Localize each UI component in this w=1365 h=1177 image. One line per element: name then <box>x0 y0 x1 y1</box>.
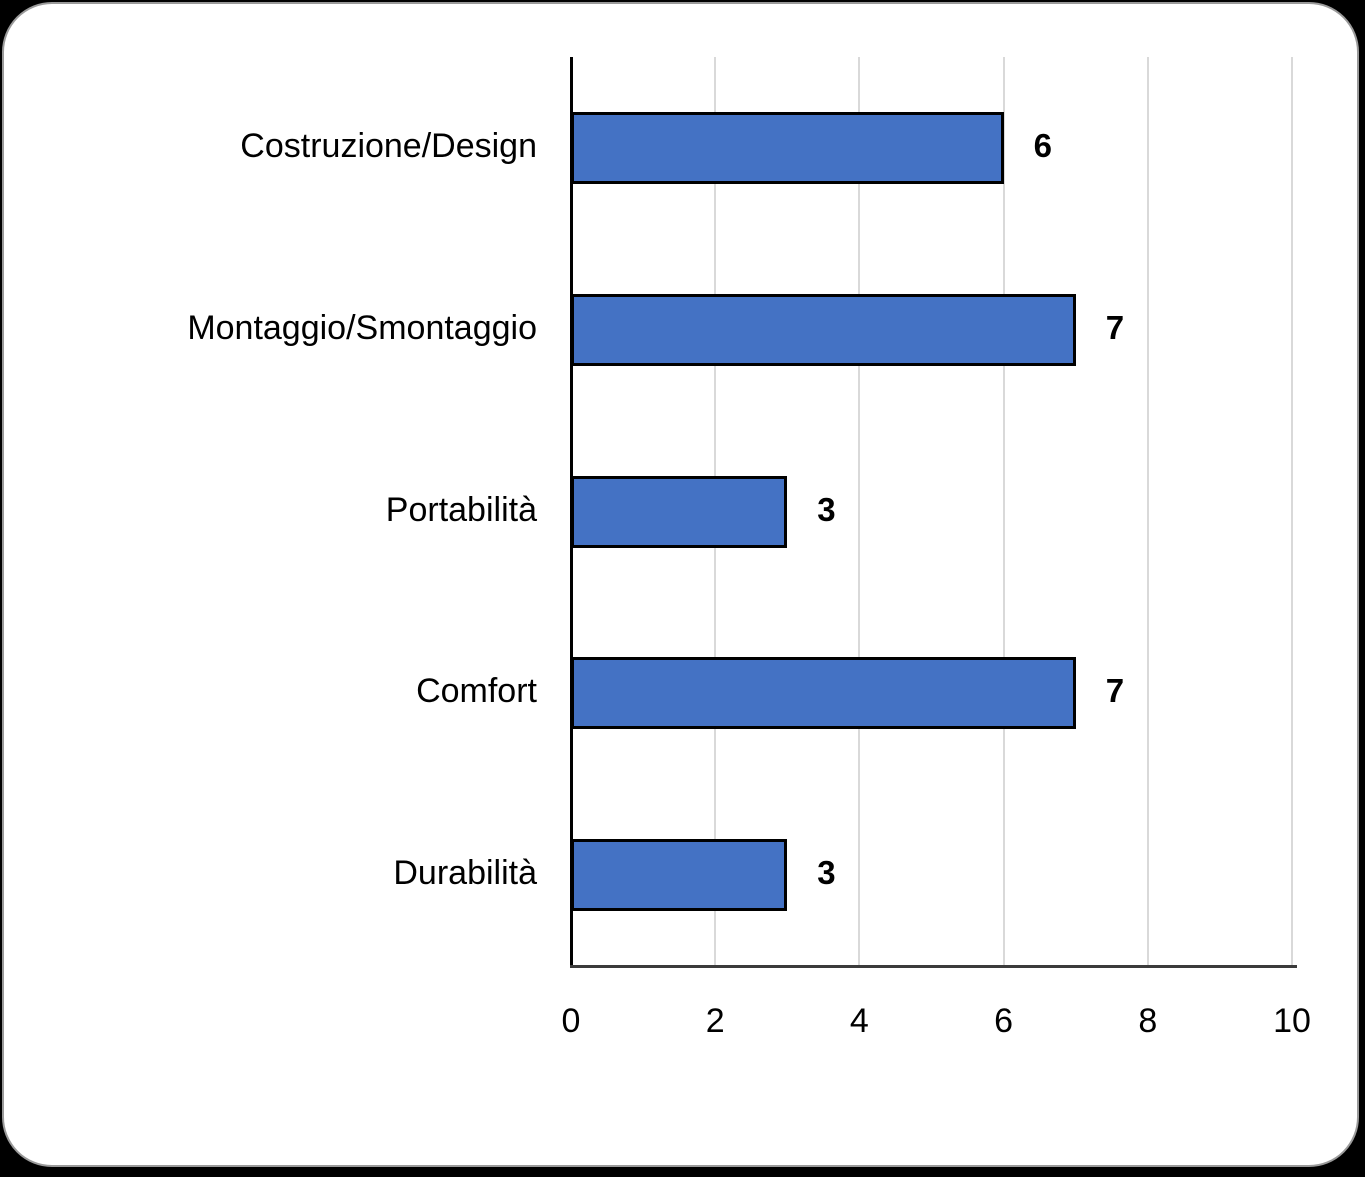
x-tick-label-6: 6 <box>994 1002 1014 1040</box>
gridline-x-6 <box>1002 57 1005 966</box>
data-label: 7 <box>1105 672 1125 710</box>
data-label: 7 <box>1105 308 1125 346</box>
bar-comfort <box>571 657 1076 730</box>
bar-costruzione-design <box>571 111 1004 184</box>
gridline-x-8 <box>1146 57 1149 966</box>
plot-area <box>570 57 1297 968</box>
x-tick-label-2: 2 <box>705 1002 725 1040</box>
category-label: Durabilità <box>393 854 537 893</box>
bar-montaggio-smontaggio <box>571 293 1076 366</box>
category-label: Comfort <box>416 672 537 711</box>
category-label: Portabilità <box>385 490 537 529</box>
bar-chart: 0 2 4 6 8 10 Costruzione/Design 6 Montaggio/Smon… <box>4 4 1365 1177</box>
category-label: Montaggio/Smontaggio <box>187 308 537 347</box>
data-label: 3 <box>817 490 836 528</box>
data-label: 6 <box>1033 126 1052 164</box>
x-tick-label-10: 10 <box>1273 1002 1311 1040</box>
x-tick-label-0: 0 <box>561 1002 581 1040</box>
data-label: 3 <box>817 854 836 892</box>
x-tick-label-4: 4 <box>849 1002 869 1040</box>
category-label: Costruzione/Design <box>240 126 537 165</box>
gridline-x-4 <box>858 57 861 966</box>
bar-durabilit- <box>571 839 788 912</box>
x-tick-label-8: 8 <box>1138 1002 1158 1040</box>
bar-portabilit- <box>571 475 788 548</box>
gridline-x-10 <box>1291 57 1293 966</box>
x-axis-line <box>570 965 1297 968</box>
